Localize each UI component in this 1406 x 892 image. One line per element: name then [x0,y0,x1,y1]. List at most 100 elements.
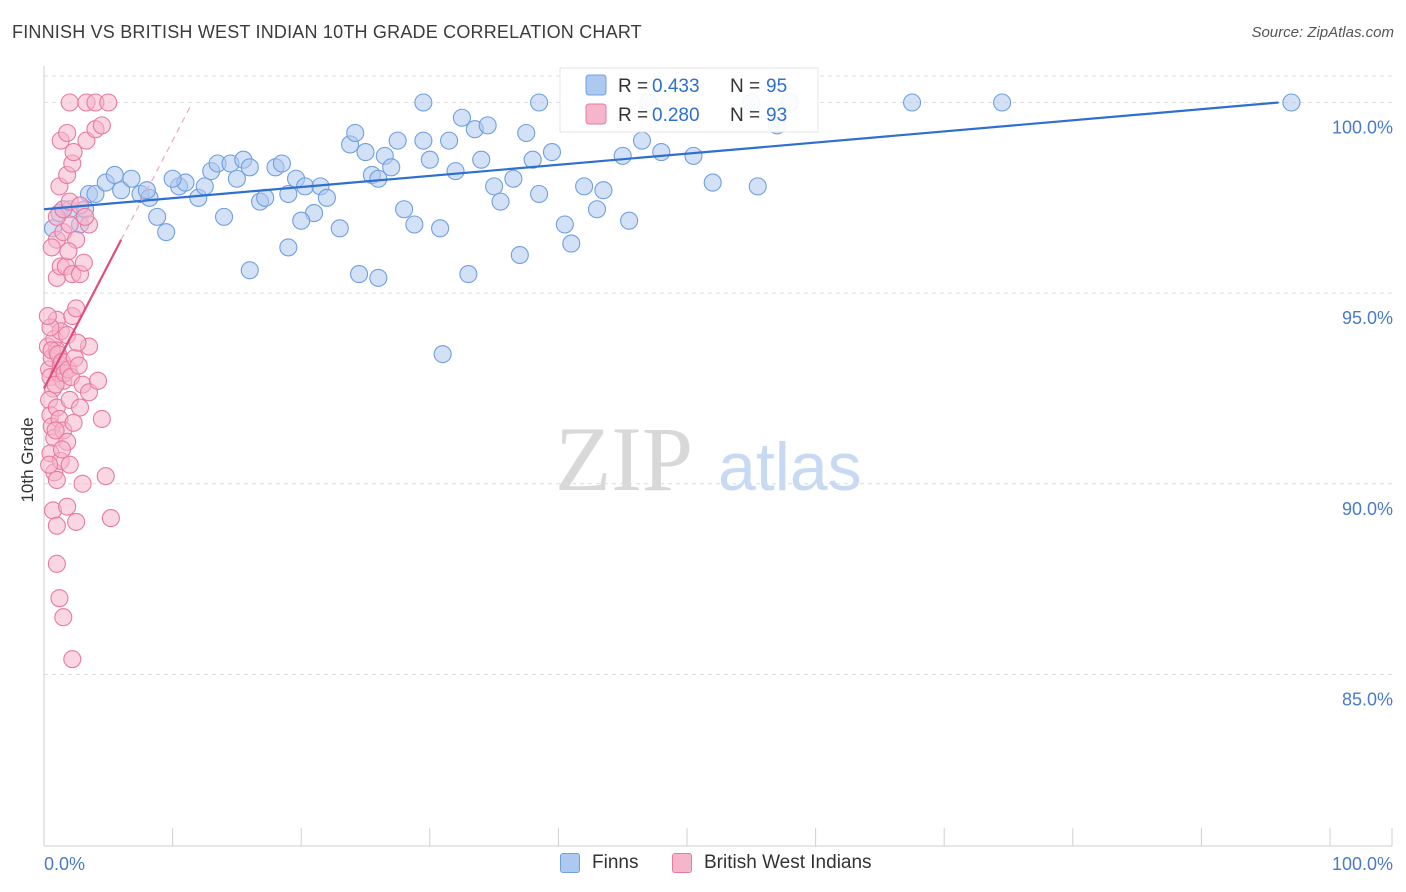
data-point [279,238,298,257]
data-point [38,306,57,326]
data-point [63,650,82,669]
data-point [530,93,549,112]
data-point [73,474,92,493]
data-point [69,356,88,375]
data-point [214,207,234,226]
data-point [272,154,291,173]
data-point [58,497,77,516]
series-finns [43,93,1301,364]
data-point [452,108,472,127]
data-point [46,421,65,440]
data-point [369,268,388,287]
data-point [542,143,562,162]
data-point [613,146,632,165]
data-point [555,215,574,234]
data-point [240,261,259,280]
data-point [40,455,59,474]
data-point [523,150,542,169]
data-point [594,181,613,200]
y-tick-label: 90.0% [1342,499,1393,519]
data-points [38,93,1301,669]
trend-extension-bwi [120,103,193,241]
data-point [101,509,120,528]
data-point [64,413,83,432]
data-point [330,219,349,238]
data-point [562,234,581,253]
watermark-zip: ZIP [555,408,693,510]
data-point [92,409,111,429]
data-point [405,215,424,234]
legend-r-value-bwi: 0.280 [652,105,700,126]
data-point [60,93,79,112]
x-tick-label: 100.0% [1332,854,1393,874]
data-point [317,188,336,207]
data-point [42,238,61,257]
data-point [748,177,767,196]
bottom-legend-item-finns: Finns [560,852,638,874]
data-point [105,165,124,184]
data-point [47,470,66,490]
legend-r-label-bwi: R = [618,105,648,126]
data-point [122,169,141,188]
data-point [993,93,1012,112]
data-point [478,116,497,135]
data-point [76,207,95,226]
bottom-legend-item-bwi: British West Indians [672,852,872,874]
data-point [395,200,414,219]
data-point [446,162,465,181]
data-point [420,150,439,169]
y-tick-label: 95.0% [1342,308,1393,328]
data-point [414,93,433,112]
legend-n-value-finns: 95 [766,76,787,97]
data-point [431,219,450,238]
data-point [86,184,105,204]
data-point [504,169,523,188]
data-point [703,173,722,192]
data-point [346,123,365,143]
data-point [517,123,536,143]
data-point [148,207,167,226]
data-point [54,608,73,627]
x-tick-label: 0.0% [44,854,85,874]
bottom-legend-label-finns: Finns [592,852,639,873]
legend-r-label-finns: R = [618,76,648,97]
data-point [88,371,108,390]
data-point [47,516,66,535]
bottom-legend-label-bwi: British West Indians [704,852,872,873]
y-tick-label: 85.0% [1342,689,1393,709]
source-label: Source: ZipAtlas.com [1251,24,1394,41]
data-point [350,265,369,284]
data-point [70,398,90,417]
data-point [64,143,83,162]
data-point [684,146,703,165]
data-point [112,181,131,200]
data-point [485,177,504,196]
data-point [433,345,452,364]
chart-title: FINNISH VS BRITISH WEST INDIAN 10TH GRAD… [12,22,642,42]
data-point [99,93,118,112]
watermark-atlas: atlas [718,429,862,505]
legend-swatch-bwi [585,103,607,125]
data-point [382,158,401,177]
data-point [58,123,77,143]
bottom-legend-swatch-finns [560,853,580,873]
legend-n-value-bwi: 93 [766,105,787,126]
legend: R = 0.433 N = 95 R = 0.280 N = 93 [559,67,819,133]
data-point [356,143,375,162]
data-point [47,554,66,573]
data-point [632,131,652,150]
bottom-legend: Finns British West Indians [0,852,1406,878]
y-tick-label: 100.0% [1332,118,1393,138]
data-point [459,265,478,284]
data-point [60,455,79,474]
legend-r-value-finns: 0.433 [652,76,700,97]
legend-n-label-bwi: N = [730,105,760,126]
legend-n-label-finns: N = [730,76,760,97]
data-point [163,169,182,188]
legend-swatch-finns [585,74,607,96]
data-point [195,177,214,196]
data-point [587,200,607,219]
trend-lines [43,101,1279,389]
data-point [67,512,86,531]
